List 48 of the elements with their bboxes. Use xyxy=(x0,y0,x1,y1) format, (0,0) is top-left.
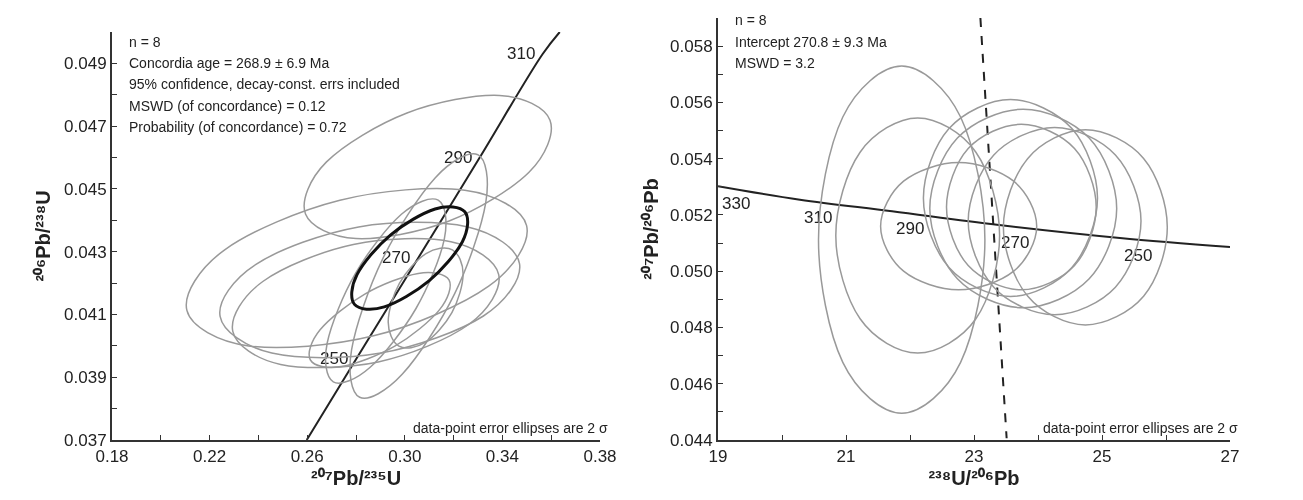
y-tick-label: 0.047 xyxy=(64,117,107,137)
y-tick-label: 0.049 xyxy=(64,54,107,74)
annotation: MSWD = 3.2 xyxy=(735,55,815,71)
annotation: 250 xyxy=(1124,246,1153,265)
y-tick-label: 0.046 xyxy=(670,374,713,394)
annotation: 330 xyxy=(722,194,751,213)
annotation: 270 xyxy=(1001,233,1030,252)
y-tick-label: 0.048 xyxy=(670,318,713,338)
annotation: 270 xyxy=(382,248,411,267)
x-tick-label: 0.18 xyxy=(95,447,129,467)
y-tick-label: 0.050 xyxy=(670,262,713,282)
x-axis-title: ²³⁸U/²⁰⁶Pb xyxy=(928,467,1020,490)
y-axis-title: ²⁰⁷Pb/²⁰⁶Pb xyxy=(640,178,662,280)
annotation: n = 8 xyxy=(129,34,161,50)
annotation: data-point error ellipses are 2 σ xyxy=(1043,420,1238,436)
y-tick-label: 0.054 xyxy=(670,149,713,169)
x-tick-label: 19 xyxy=(708,447,728,467)
annotation: 290 xyxy=(444,148,473,167)
y-tick-label: 0.052 xyxy=(670,205,713,225)
y-tick-label: 0.043 xyxy=(64,242,107,262)
annotation: 95% confidence, decay-const. errs included xyxy=(129,76,400,92)
x-axis-title: ²⁰⁷Pb/²³⁵U xyxy=(310,467,402,490)
annotation: Concordia age = 268.9 ± 6.9 Ma xyxy=(129,55,330,71)
annotation: 290 xyxy=(896,219,925,238)
annotation: data-point error ellipses are 2 σ xyxy=(413,420,608,436)
annotation: Probability (of concordance) = 0.72 xyxy=(129,119,347,135)
y-tick-label: 0.041 xyxy=(64,305,107,325)
y-tick-label: 0.044 xyxy=(670,430,713,450)
x-tick-label: 0.22 xyxy=(193,447,227,467)
x-tick-label: 25 xyxy=(1092,447,1112,467)
x-tick-label: 0.34 xyxy=(485,447,519,467)
y-tick-label: 0.037 xyxy=(64,430,107,450)
x-tick-label: 21 xyxy=(836,447,856,467)
annotation: 310 xyxy=(507,44,536,63)
annotation: n = 8 xyxy=(735,12,767,28)
y-tick-label: 0.039 xyxy=(64,368,107,388)
y-tick-label: 0.058 xyxy=(670,37,713,57)
y-tick-label: 0.045 xyxy=(64,179,107,199)
x-tick-label: 23 xyxy=(964,447,984,467)
x-tick-label: 0.38 xyxy=(583,447,617,467)
y-tick-label: 0.056 xyxy=(670,93,713,113)
annotation: 310 xyxy=(804,208,833,227)
y-axis-title: ²⁰⁶Pb/²³⁸U xyxy=(32,190,55,282)
x-tick-label: 27 xyxy=(1220,447,1240,467)
x-tick-label: 0.26 xyxy=(290,447,324,467)
annotation: MSWD (of concordance) = 0.12 xyxy=(129,98,326,114)
annotation: Intercept 270.8 ± 9.3 Ma xyxy=(735,34,887,50)
x-tick-label: 0.30 xyxy=(388,447,422,467)
